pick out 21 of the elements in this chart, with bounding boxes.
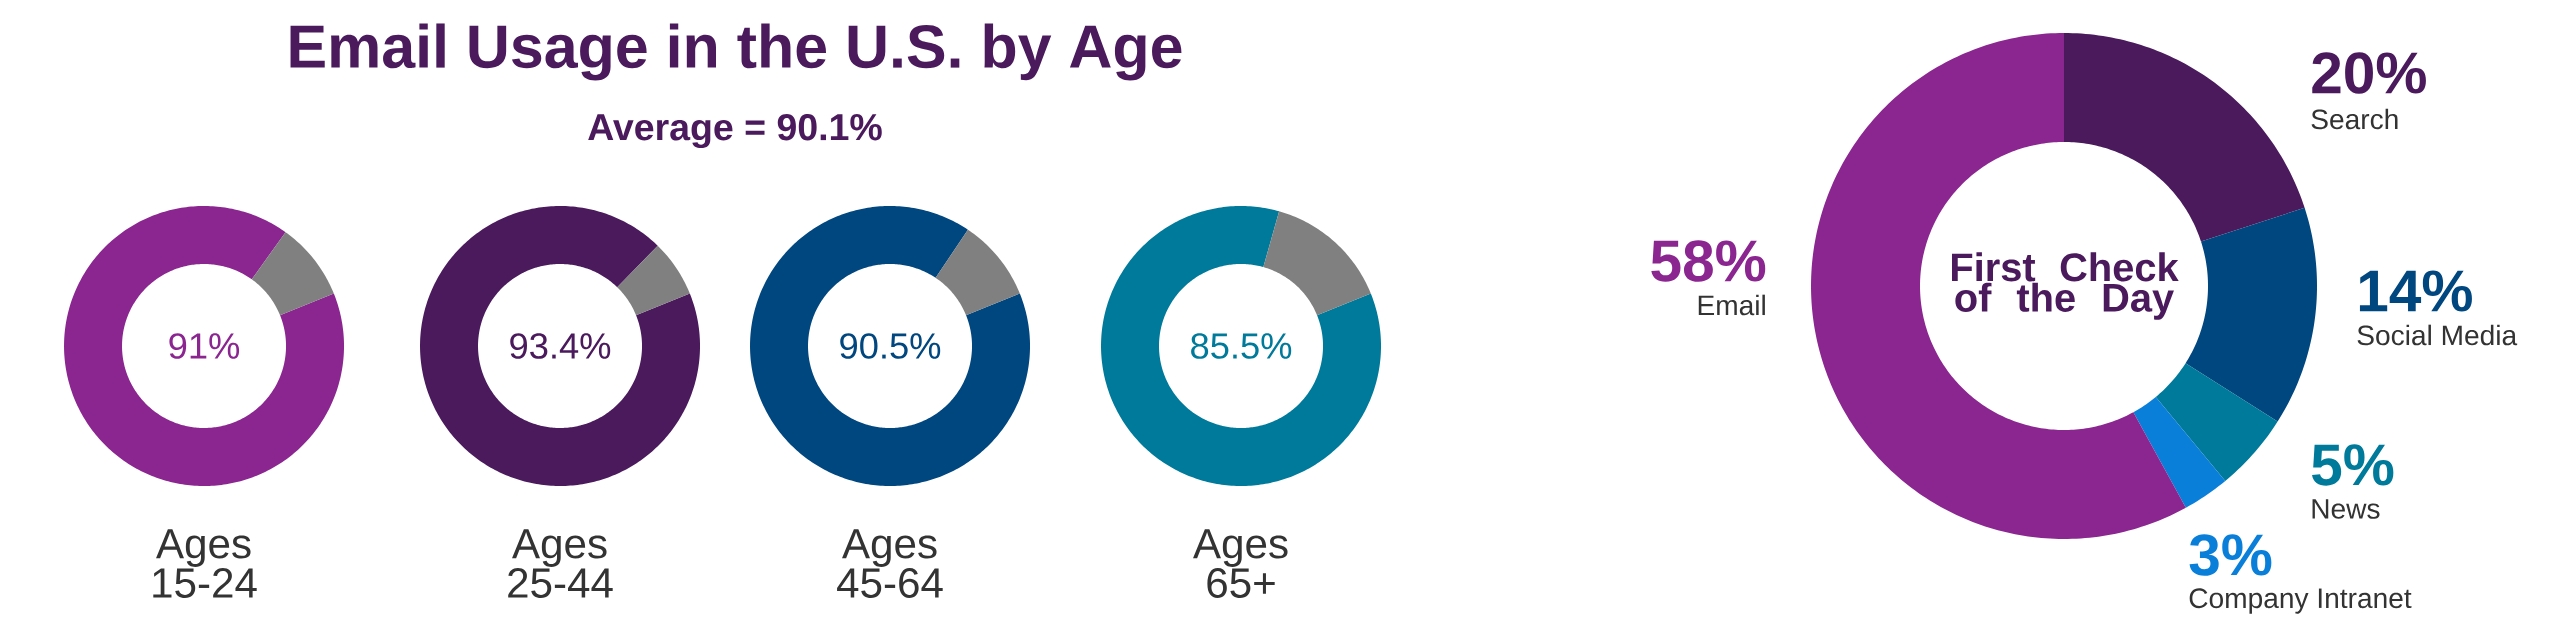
- data-label: 58%: [1651, 240, 1766, 282]
- text: First Check of the Day: [1952, 252, 2179, 320]
- text: Average = 90.1%: [588, 113, 882, 149]
- text: Ages 15-24: [153, 529, 257, 598]
- slice-label: Company Intranet: [2189, 588, 2412, 614]
- text: Email Usage in the U.S. by Age: [290, 23, 1182, 81]
- data-label: 93.4%: [510, 333, 611, 359]
- data-label: 85.5%: [1191, 333, 1292, 359]
- text: Ages 65+: [1193, 529, 1288, 598]
- slice-label: Search: [2311, 108, 2398, 130]
- slice-label: Social Media: [2357, 324, 2518, 346]
- data-label: 3%: [2189, 534, 2272, 576]
- data-label: 20%: [2312, 52, 2426, 94]
- text: Ages 25-44: [508, 529, 613, 598]
- text: Ages 45-64: [837, 529, 943, 598]
- data-label: 90.5%: [840, 333, 941, 359]
- slice-label: Email: [1698, 294, 1765, 316]
- data-label: 14%: [2359, 270, 2472, 312]
- data-label: 91%: [169, 333, 240, 359]
- data-label: 5%: [2312, 444, 2394, 486]
- slice-label: News: [2312, 499, 2380, 519]
